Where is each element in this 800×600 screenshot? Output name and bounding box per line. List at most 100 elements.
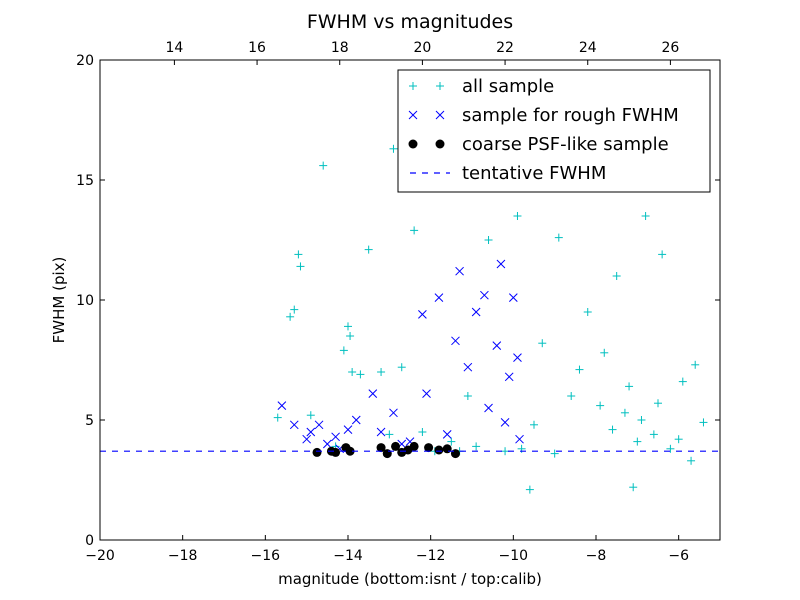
series-1-point <box>525 485 534 494</box>
y-tick-label: 15 <box>76 173 94 189</box>
series-1-point <box>620 408 629 417</box>
series-1-point <box>596 401 605 410</box>
series-1-point <box>654 399 662 408</box>
legend-entry: coarse PSF-like sample <box>408 134 669 155</box>
series-2-point <box>368 389 378 398</box>
x-tick-label: −12 <box>416 548 446 564</box>
series-1-point <box>699 418 708 427</box>
series-1-point <box>290 305 299 314</box>
series-3-point <box>450 449 460 459</box>
series-1-point <box>567 392 576 400</box>
series-1-point <box>306 411 315 420</box>
series-1-point <box>410 226 419 235</box>
legend-box <box>397 69 711 193</box>
series-1-point <box>286 312 295 321</box>
series-3-point <box>382 449 392 459</box>
y-tick-label: 0 <box>85 533 94 549</box>
series-2-point <box>351 415 361 425</box>
legend-entry: sample for rough FWHM <box>408 105 679 126</box>
series-1-point <box>339 346 348 355</box>
series-2-point <box>314 420 324 430</box>
series-1-point <box>600 348 609 357</box>
legend-marker <box>408 139 418 149</box>
x-tick-label: −6 <box>668 548 689 564</box>
series-2-point <box>302 434 312 444</box>
series-2-point <box>515 434 524 444</box>
series-1-point <box>513 212 522 220</box>
series-1-point <box>641 212 650 220</box>
series-1-point <box>674 435 683 444</box>
series-1-point <box>319 161 328 170</box>
series-2-point <box>455 266 464 276</box>
series-3-point <box>442 444 452 454</box>
legend-entry: all sample <box>409 76 554 97</box>
series-2-point <box>322 439 332 449</box>
series-2-point <box>442 430 452 439</box>
series-1-point <box>608 425 617 434</box>
series-1-point <box>385 430 394 439</box>
series-1-point <box>666 444 675 453</box>
legend-label: sample for rough FWHM <box>462 105 679 126</box>
series-1-point <box>583 308 592 316</box>
series-1-point <box>530 420 538 429</box>
series-1-point <box>691 360 700 369</box>
series-2-point <box>471 307 481 317</box>
series-1-point <box>625 382 634 391</box>
x-tick-label: −18 <box>168 548 198 564</box>
legend-entry: tentative FWHM <box>410 163 606 184</box>
series-3-point <box>331 447 341 457</box>
series-1-point <box>575 365 584 374</box>
series-1-point <box>687 456 696 465</box>
series-1-point <box>364 245 373 254</box>
legend-label: all sample <box>462 76 554 97</box>
series-1-point <box>356 370 365 379</box>
series-3-point <box>345 446 355 456</box>
x-tick-label: −16 <box>251 548 281 564</box>
series-2-point <box>480 290 489 300</box>
chart-title: FWHM vs magnitudes <box>307 11 513 33</box>
x-tick-label: −10 <box>499 548 529 564</box>
series-2-point <box>451 336 460 346</box>
series-1-point <box>397 363 406 372</box>
series-2-point <box>418 310 427 319</box>
series-2-point <box>492 341 502 350</box>
series-1-point <box>472 442 481 451</box>
top-tick-label: 18 <box>331 40 349 56</box>
y-tick-label: 5 <box>85 413 94 429</box>
x-tick-label: −14 <box>333 548 363 564</box>
series-2-point <box>500 418 510 427</box>
series-2-point <box>376 427 386 437</box>
series-2-point <box>504 372 514 382</box>
series-1-point <box>346 332 355 340</box>
series-1-point <box>389 144 398 153</box>
legend-label: tentative FWHM <box>462 163 606 184</box>
x-tick-label: −8 <box>586 548 607 564</box>
series-2-point <box>422 389 431 398</box>
series-1-point <box>273 413 282 422</box>
top-tick-label: 16 <box>248 40 266 56</box>
series-2-point <box>343 425 353 434</box>
series-2-point <box>277 401 287 410</box>
series-1-point <box>377 368 386 376</box>
plot-area <box>100 82 720 494</box>
series-1-point <box>418 428 427 436</box>
series-2-point <box>513 353 522 362</box>
series-3-point <box>391 441 401 451</box>
series-2-point <box>484 403 493 413</box>
series-2-point <box>508 293 518 302</box>
x-axis-title: magnitude (bottom:isnt / top:calib) <box>278 570 542 588</box>
series-3-point <box>424 443 434 453</box>
legend-marker <box>436 82 444 90</box>
top-tick-label: 20 <box>413 40 431 56</box>
series-1-point <box>348 368 357 376</box>
series-1-point <box>538 339 547 348</box>
series-1-point <box>447 437 456 446</box>
y-axis-title: FWHM (pix) <box>50 257 68 344</box>
series-3-point <box>434 445 444 455</box>
series-1-point <box>484 236 493 244</box>
series-2-point <box>434 293 444 302</box>
x-tick-label: −20 <box>85 548 115 564</box>
series-2-point <box>496 259 506 269</box>
series-2-point <box>463 362 473 372</box>
